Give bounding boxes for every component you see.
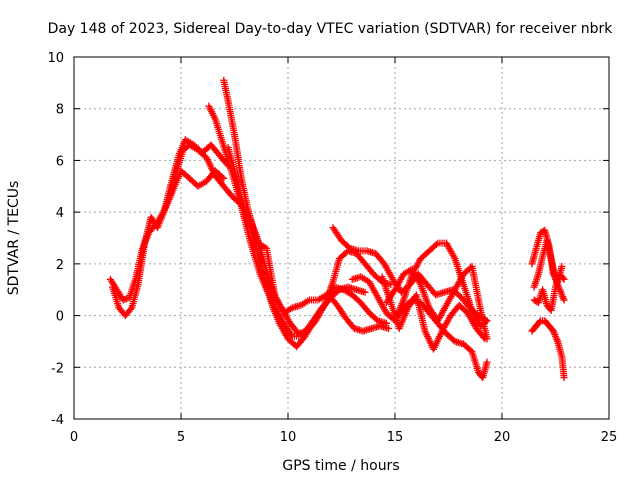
series-track-1 — [106, 167, 228, 304]
series-track-14 — [530, 237, 568, 304]
data-point — [287, 331, 295, 339]
data-point — [220, 175, 228, 183]
series-track-15 — [530, 270, 568, 314]
x-tick-label: 5 — [177, 430, 185, 445]
y-tick-label: 0 — [56, 310, 64, 325]
series-track-11 — [382, 262, 491, 343]
y-tick-label: -4 — [51, 413, 64, 428]
data-point — [560, 275, 568, 283]
x-tick-label: 0 — [70, 430, 78, 445]
data-point — [559, 274, 567, 282]
data-point — [126, 305, 134, 313]
axis-ticks: 0 5 10 15 20 25 -4 -2 0 2 4 6 8 10 — [47, 51, 617, 445]
y-tick-label: 10 — [47, 51, 64, 66]
series-track-4 — [205, 102, 369, 340]
y-tick-label: -2 — [51, 361, 64, 376]
data-point — [218, 173, 226, 181]
y-tick-label: 2 — [56, 258, 64, 273]
data-point — [361, 288, 369, 296]
series-track-2 — [109, 136, 232, 320]
y-tick-label: 8 — [56, 103, 64, 118]
data-point — [483, 358, 491, 366]
x-tick-label: 15 — [387, 430, 404, 445]
x-axis-label: GPS time / hours — [282, 458, 399, 474]
data-point — [535, 318, 543, 326]
x-tick-label: 25 — [601, 430, 618, 445]
y-tick-label: 4 — [56, 206, 64, 221]
data-point — [558, 262, 566, 270]
data-point — [382, 319, 390, 327]
data-point — [385, 325, 393, 332]
plot-frame — [73, 56, 610, 420]
y-tick-label: 6 — [56, 154, 64, 169]
data-point — [483, 335, 491, 343]
data-point — [560, 374, 568, 382]
series-track-6 — [224, 144, 393, 351]
x-tick-label: 10 — [280, 430, 297, 445]
series-track-12 — [391, 296, 491, 382]
data-marks — [106, 76, 568, 382]
y-axis-label: SDTVAR / TECUs — [6, 181, 22, 296]
series-track-7 — [254, 239, 390, 327]
data-point — [432, 240, 440, 248]
chart-title: Day 148 of 2023, Sidereal Day-to-day VTE… — [48, 21, 614, 37]
grid — [74, 57, 609, 419]
data-point — [560, 296, 568, 304]
x-tick-label: 20 — [494, 430, 511, 445]
series-track-16 — [528, 317, 568, 382]
